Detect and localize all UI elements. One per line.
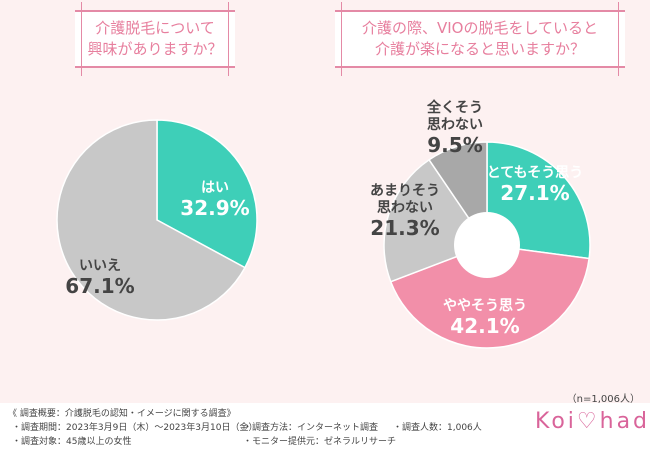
survey-title: 《 調査概要：介護脱毛の認知・イメージに関する調査》: [8, 409, 236, 419]
survey-count: ・調査人数：1,006人: [393, 423, 482, 433]
question-1: 介護脱毛について 興味がありますか？: [75, 2, 235, 76]
slice-label: ややそう思う: [443, 298, 527, 314]
q1-line2: 興味がありますか？: [87, 40, 223, 58]
survey-provider: ・モニター提供元：ゼネラルリサーチ: [243, 437, 397, 447]
survey-target: ・調査対象：45歳以上の女性: [12, 437, 132, 447]
survey-period: ・調査期間：2023年3月9日（木）～2023年3月10日（金）: [12, 423, 258, 433]
pie-slice: [156, 119, 258, 269]
question-2: 介護の際、VIOの脱毛をしていると 介護が楽になると思いますか？: [335, 2, 625, 76]
slice-value: 67.1%: [65, 274, 134, 298]
survey-footer: 《 調査概要：介護脱毛の認知・イメージに関する調査》 ・調査期間：2023年3月…: [0, 403, 650, 450]
slice-value: 21.3%: [370, 216, 439, 240]
slice-value: 42.1%: [450, 314, 519, 338]
slice-value: 27.1%: [500, 181, 569, 205]
q2-line1: 介護の際、VIOの脱毛をしていると: [361, 19, 599, 37]
slice-value: 32.9%: [180, 196, 249, 220]
slice-label: あまりそう思わない: [370, 183, 440, 216]
pie-slice: [56, 119, 246, 321]
sample-size: （n=1,006人）: [566, 394, 640, 405]
slice-label: はい: [201, 180, 229, 196]
slice-label: いいえ: [79, 258, 121, 274]
chart-area: 介護脱毛について 興味がありますか？ 介護の際、VIOの脱毛をしていると 介護が…: [0, 0, 650, 405]
pie-slice: [389, 244, 590, 349]
donut-hole: [454, 212, 520, 278]
survey-method: ・調査方法：インターネット調査: [243, 423, 379, 433]
slice-value: 9.5%: [427, 133, 482, 157]
koihada-logo: Koi♡hada: [535, 409, 650, 434]
q2-line2: 介護が楽になると思いますか？: [374, 40, 585, 58]
q1-line1: 介護脱毛について: [95, 19, 215, 37]
slice-label: とてもそう思う: [487, 165, 584, 181]
slice-label: 全くそう思わない: [426, 99, 483, 133]
